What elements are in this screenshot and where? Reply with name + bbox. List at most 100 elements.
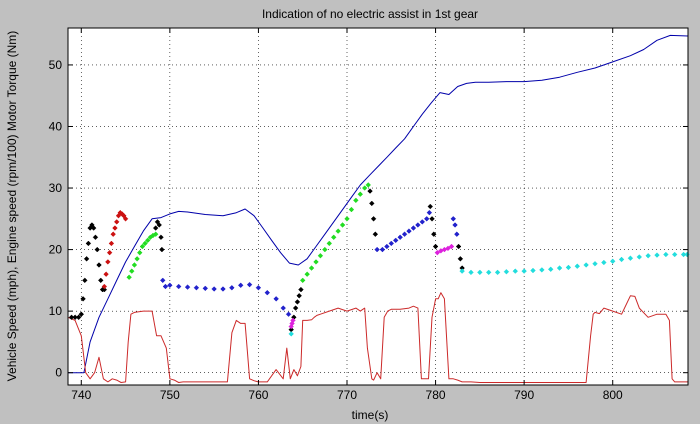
marker-group-2 — [68, 222, 108, 321]
data-point — [426, 209, 433, 216]
data-point — [126, 274, 132, 281]
data-point — [618, 256, 625, 263]
marker-group-10 — [299, 182, 372, 284]
data-point — [289, 320, 295, 327]
marker-group-17 — [459, 251, 690, 276]
data-point — [450, 216, 457, 222]
data-point — [384, 243, 390, 250]
data-point — [308, 265, 315, 271]
plot-background — [68, 28, 688, 385]
y-tick-label: 20 — [49, 243, 63, 257]
data-point — [530, 267, 536, 274]
series-line-0 — [68, 34, 689, 374]
data-point — [361, 185, 368, 191]
y-tick-label: 50 — [49, 58, 63, 72]
x-tick-label: 780 — [426, 388, 446, 402]
data-point — [78, 311, 85, 317]
data-point — [379, 246, 386, 253]
data-point — [454, 231, 460, 237]
marker-group-16 — [455, 243, 465, 271]
data-series — [67, 34, 690, 383]
data-point — [211, 286, 217, 292]
data-point — [285, 311, 292, 317]
data-point — [94, 246, 100, 253]
data-point — [423, 216, 430, 222]
data-point — [92, 234, 99, 241]
data-point — [654, 252, 660, 258]
data-point — [129, 268, 135, 274]
marker-group-11 — [367, 188, 379, 237]
x-tick-label: 800 — [603, 388, 623, 402]
data-point — [448, 243, 455, 250]
data-point — [96, 262, 102, 268]
data-point — [159, 246, 165, 253]
x-tick-label: 740 — [71, 388, 91, 402]
marker-group-9 — [288, 331, 294, 337]
data-point — [101, 286, 108, 293]
data-point — [452, 222, 458, 228]
data-point — [663, 251, 669, 258]
data-point — [152, 225, 159, 231]
data-point — [98, 277, 104, 284]
data-point — [273, 296, 279, 302]
data-point — [503, 268, 510, 275]
marker-group-15 — [450, 216, 460, 237]
data-point — [75, 314, 82, 321]
data-point — [477, 269, 483, 276]
plot-frame — [67, 27, 689, 386]
data-point — [485, 269, 492, 276]
data-point — [85, 240, 92, 247]
y-tick-label: 10 — [49, 304, 63, 318]
marker-group-5 — [152, 219, 165, 253]
data-point — [374, 246, 380, 253]
data-point — [434, 249, 441, 256]
data-point — [298, 286, 304, 293]
data-point — [313, 259, 319, 265]
data-point — [445, 245, 451, 252]
data-point — [459, 268, 465, 274]
data-point — [160, 277, 166, 284]
data-point — [83, 256, 90, 262]
data-point — [122, 216, 129, 222]
data-point — [397, 234, 403, 241]
data-point — [574, 263, 581, 269]
data-point — [296, 292, 302, 299]
data-point — [365, 182, 372, 188]
data-point — [410, 225, 417, 231]
data-point — [156, 222, 162, 228]
data-point — [406, 228, 412, 234]
data-point — [220, 286, 226, 292]
data-point — [583, 262, 589, 268]
grid-lines — [68, 28, 688, 385]
data-point — [357, 191, 364, 197]
x-axis-label: time(s) — [352, 408, 389, 422]
data-point — [401, 231, 408, 237]
data-point — [539, 267, 545, 273]
data-point — [229, 284, 235, 291]
data-point — [494, 269, 501, 276]
chart-title: Indication of no electric assist in 1st … — [262, 7, 478, 21]
data-point — [152, 231, 159, 237]
data-point — [90, 225, 97, 231]
data-point — [645, 252, 651, 259]
data-point — [419, 219, 426, 225]
y-axis-label: Vehicle Speed (mph), Engine speed (rpm/1… — [5, 31, 19, 382]
data-point — [304, 271, 310, 277]
data-point — [162, 283, 169, 290]
series-line-1 — [67, 292, 688, 383]
x-tick-label: 770 — [337, 388, 357, 402]
data-point — [415, 222, 421, 228]
data-point — [636, 254, 643, 260]
data-point — [288, 331, 294, 337]
data-point — [237, 282, 244, 289]
data-point — [367, 188, 373, 194]
data-point — [112, 225, 118, 231]
data-point — [292, 305, 299, 311]
data-point — [184, 284, 191, 290]
data-point — [432, 243, 439, 250]
data-point — [317, 252, 324, 259]
marker-group-3 — [101, 209, 129, 290]
data-point — [110, 231, 116, 237]
marker-group-4 — [126, 231, 159, 281]
data-point — [101, 283, 108, 290]
